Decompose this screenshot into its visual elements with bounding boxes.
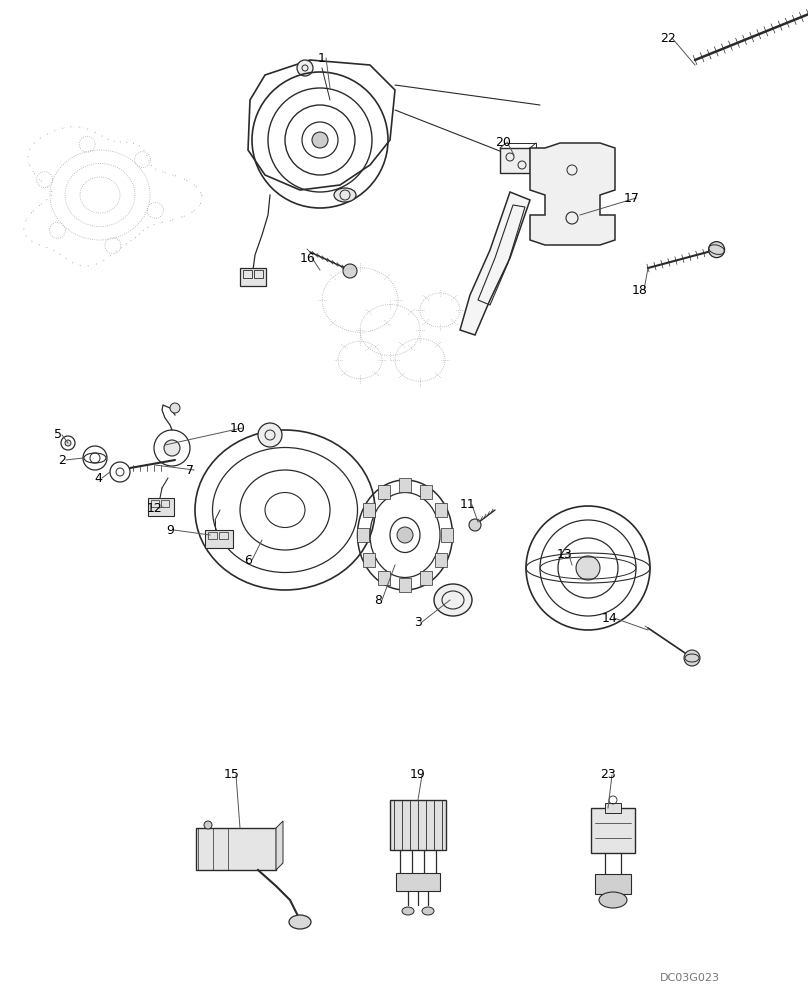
Text: 5: 5 (54, 428, 62, 442)
Text: 20: 20 (495, 135, 511, 148)
Bar (254, 270, 263, 278)
Ellipse shape (434, 584, 472, 616)
Bar (591, 808, 635, 853)
Bar (240, 268, 266, 286)
Text: 12: 12 (147, 502, 163, 514)
Polygon shape (399, 478, 411, 492)
Circle shape (170, 403, 180, 413)
Polygon shape (363, 503, 375, 517)
Bar (208, 532, 217, 539)
Circle shape (204, 821, 212, 829)
Polygon shape (436, 503, 448, 517)
Polygon shape (363, 553, 375, 567)
Ellipse shape (334, 188, 356, 202)
Text: 8: 8 (374, 593, 382, 606)
Text: 3: 3 (414, 615, 422, 629)
Circle shape (397, 527, 413, 543)
Text: 16: 16 (300, 251, 316, 264)
Bar (396, 873, 440, 891)
Circle shape (164, 440, 180, 456)
Polygon shape (460, 192, 530, 335)
Polygon shape (441, 528, 453, 542)
Polygon shape (530, 143, 615, 245)
Text: 22: 22 (660, 31, 675, 44)
Text: 9: 9 (166, 524, 174, 536)
Circle shape (312, 132, 328, 148)
Text: 4: 4 (94, 472, 102, 485)
Text: 19: 19 (410, 768, 426, 782)
Circle shape (297, 60, 313, 76)
Polygon shape (399, 578, 411, 592)
Ellipse shape (402, 907, 414, 915)
Text: 7: 7 (186, 464, 194, 477)
Polygon shape (378, 571, 390, 585)
Bar (605, 803, 621, 813)
Text: 18: 18 (632, 284, 648, 296)
Bar (595, 874, 631, 894)
Circle shape (469, 519, 481, 531)
Circle shape (343, 264, 357, 278)
Text: 6: 6 (244, 554, 252, 566)
Text: 23: 23 (600, 768, 616, 782)
Polygon shape (436, 553, 448, 567)
Text: 14: 14 (602, 611, 618, 624)
Text: 15: 15 (224, 768, 240, 782)
Text: 17: 17 (624, 192, 640, 205)
Bar (243, 270, 252, 278)
Bar (161, 500, 169, 507)
Text: 13: 13 (558, 548, 573, 562)
Text: 2: 2 (58, 454, 66, 466)
Circle shape (709, 242, 725, 258)
Bar (196, 828, 276, 870)
Text: DC03G023: DC03G023 (660, 973, 720, 983)
Ellipse shape (422, 907, 434, 915)
Text: 10: 10 (230, 422, 246, 434)
Polygon shape (378, 485, 390, 499)
Bar (390, 800, 446, 850)
Polygon shape (276, 821, 283, 870)
Polygon shape (357, 528, 369, 542)
Bar (148, 498, 174, 516)
Text: 11: 11 (460, 498, 476, 512)
Ellipse shape (289, 915, 311, 929)
Circle shape (258, 423, 282, 447)
Bar (500, 148, 530, 173)
Polygon shape (420, 571, 432, 585)
Bar (219, 532, 228, 539)
Circle shape (684, 650, 700, 666)
Bar (151, 500, 159, 507)
Circle shape (65, 440, 71, 446)
Polygon shape (420, 485, 432, 499)
Bar (205, 530, 233, 548)
Text: 1: 1 (318, 51, 326, 64)
Ellipse shape (599, 892, 627, 908)
Circle shape (576, 556, 600, 580)
